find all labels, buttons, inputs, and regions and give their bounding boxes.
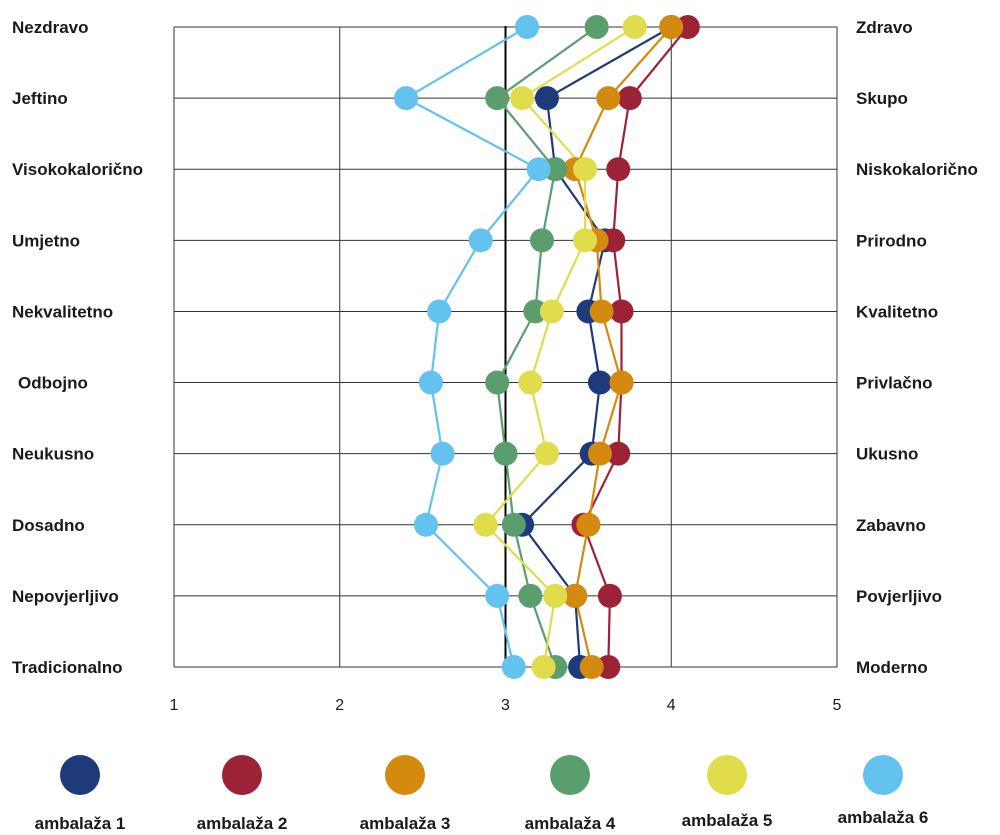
- data-point: [515, 15, 540, 39]
- data-point: [529, 228, 554, 253]
- legend-label: ambalaža 4: [525, 814, 616, 833]
- data-point: [596, 86, 621, 111]
- data-point: [534, 441, 559, 466]
- data-point: [518, 370, 543, 395]
- left-label: Neukusno: [12, 445, 94, 464]
- data-point: [501, 512, 526, 537]
- legend-swatch: [60, 755, 100, 795]
- right-label: Kvalitetno: [856, 302, 938, 321]
- legend-label: ambalaža 5: [682, 811, 773, 830]
- series-line: [520, 26, 672, 668]
- data-point: [473, 512, 498, 537]
- data-point: [609, 370, 634, 395]
- right-labels: Zdravo Skupo Niskokalorično Prirodno Kvalite…: [856, 18, 978, 677]
- data-point: [485, 86, 510, 111]
- data-point: [622, 15, 647, 39]
- data-point: [493, 441, 518, 466]
- left-label: Umjetno: [12, 231, 80, 250]
- data-point: [576, 512, 601, 537]
- data-point: [501, 655, 526, 679]
- series-line: [404, 26, 540, 668]
- data-point: [485, 583, 510, 608]
- data-point: [518, 583, 543, 608]
- data-point: [579, 655, 604, 679]
- x-tick-label: 5: [833, 697, 842, 714]
- right-label: Povjerljivo: [856, 587, 942, 606]
- legend-label: ambalaža 2: [197, 814, 288, 833]
- x-tick-label: 2: [335, 697, 344, 714]
- legend-label: ambalaža 6: [838, 808, 929, 827]
- right-label: Ukusno: [856, 445, 918, 464]
- data-point: [573, 157, 598, 182]
- left-label: Odbojno: [18, 374, 88, 393]
- series-line: [496, 26, 598, 668]
- data-point: [531, 655, 556, 679]
- series-line: [573, 26, 673, 668]
- data-point: [534, 86, 559, 111]
- x-tick-label: 1: [170, 697, 179, 714]
- data-point: [430, 441, 455, 466]
- data-point: [609, 299, 634, 324]
- data-point: [596, 655, 621, 679]
- left-label: Nepovjerljivo: [12, 587, 119, 606]
- legend-swatch: [863, 755, 903, 795]
- right-label: Zabavno: [856, 516, 926, 535]
- data-point: [589, 299, 614, 324]
- left-labels: Nezdravo Jeftino Visokokalorično Umjetno Nek…: [12, 18, 143, 677]
- data-point: [587, 441, 612, 466]
- right-label: Niskokalorično: [856, 160, 978, 179]
- data-point: [563, 583, 588, 608]
- data-point: [606, 157, 631, 182]
- data-point: [523, 299, 548, 324]
- data-point: [413, 512, 438, 537]
- series-line: [484, 26, 636, 668]
- right-label: Prirodno: [856, 231, 927, 250]
- data-point: [510, 86, 535, 111]
- data-point: [468, 228, 493, 253]
- x-axis-ticks: 1 2 3 4 5: [170, 697, 842, 714]
- legend-label: ambalaža 1: [35, 814, 126, 833]
- data-point: [543, 583, 568, 608]
- legend-swatch: [222, 755, 262, 795]
- data-point: [394, 86, 419, 111]
- right-label: Skupo: [856, 89, 908, 108]
- legend-label: ambalaža 3: [360, 814, 451, 833]
- left-label: Tradicionalno: [12, 658, 123, 677]
- right-label: Moderno: [856, 658, 928, 677]
- data-point: [543, 157, 568, 182]
- data-point: [597, 583, 622, 608]
- legend-swatch: [550, 755, 590, 795]
- data-point: [659, 15, 684, 39]
- x-tick-label: 4: [667, 697, 676, 714]
- data-point: [418, 370, 443, 395]
- left-label: Dosadno: [12, 516, 85, 535]
- series-line: [582, 26, 689, 668]
- left-label: Nezdravo: [12, 18, 89, 37]
- series-group: [394, 15, 700, 679]
- data-point: [587, 370, 612, 395]
- data-point: [526, 157, 551, 182]
- data-point: [485, 370, 510, 395]
- legend-swatch: [385, 755, 425, 795]
- right-label: Zdravo: [856, 18, 913, 37]
- legend-swatch: [707, 755, 747, 795]
- left-label: Visokokalorično: [12, 160, 143, 179]
- left-label: Jeftino: [12, 89, 68, 108]
- data-point: [427, 299, 452, 324]
- data-point: [584, 15, 609, 39]
- data-point: [539, 299, 564, 324]
- data-point: [606, 441, 631, 466]
- right-label: Privlačno: [856, 374, 933, 393]
- grid: [173, 26, 838, 668]
- legend: ambalaža 1 ambalaža 2 ambalaža 3 ambalaža 4…: [35, 755, 929, 833]
- data-point: [675, 15, 700, 39]
- x-tick-label: 3: [501, 697, 510, 714]
- data-point: [601, 228, 626, 253]
- left-label: Nekvalitetno: [12, 302, 113, 321]
- data-point: [617, 86, 642, 111]
- data-point: [573, 228, 598, 253]
